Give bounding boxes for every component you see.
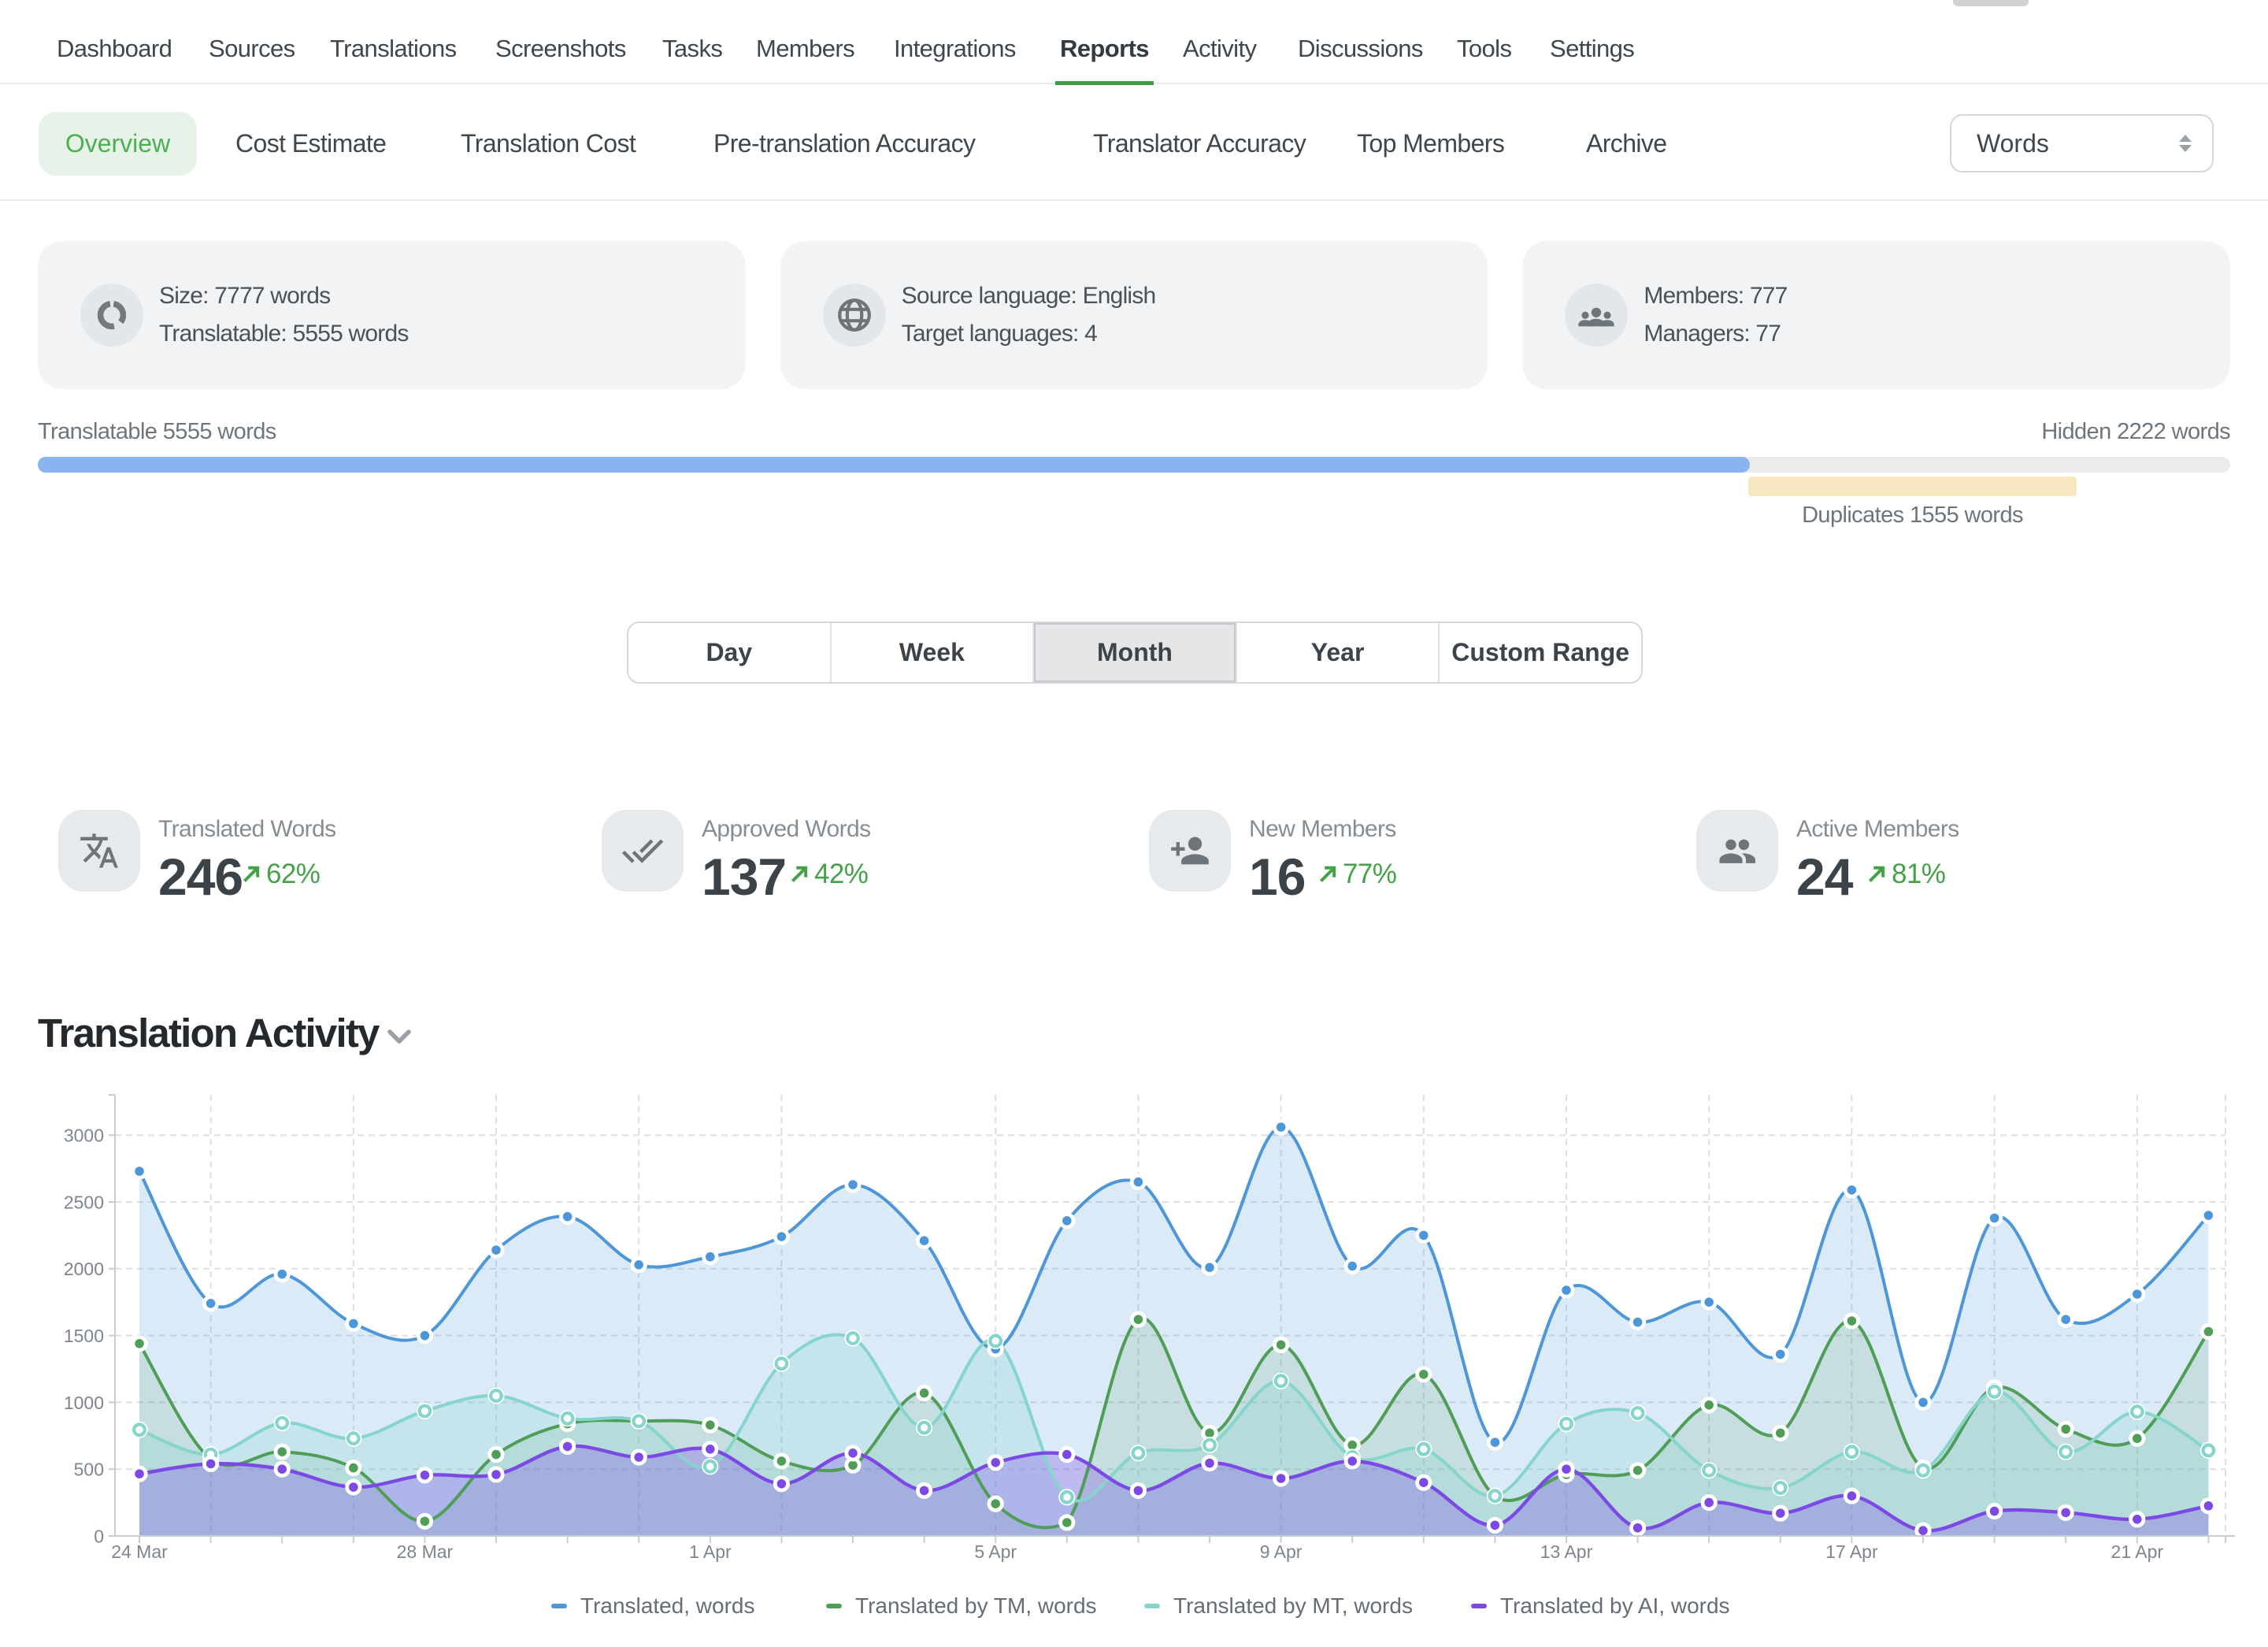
svg-text:24 Mar: 24 Mar bbox=[111, 1541, 168, 1562]
svg-text:500: 500 bbox=[74, 1460, 104, 1480]
svg-text:28 Mar: 28 Mar bbox=[397, 1541, 454, 1562]
svg-text:2000: 2000 bbox=[64, 1259, 104, 1279]
svg-text:0: 0 bbox=[94, 1526, 104, 1546]
svg-text:1 Apr: 1 Apr bbox=[689, 1541, 732, 1562]
svg-text:9 Apr: 9 Apr bbox=[1260, 1541, 1303, 1562]
svg-text:3000: 3000 bbox=[64, 1126, 104, 1146]
svg-text:1500: 1500 bbox=[64, 1326, 104, 1346]
svg-text:13 Apr: 13 Apr bbox=[1540, 1541, 1593, 1562]
svg-text:21 Apr: 21 Apr bbox=[2111, 1541, 2164, 1562]
svg-text:17 Apr: 17 Apr bbox=[1825, 1541, 1878, 1562]
svg-text:2500: 2500 bbox=[64, 1192, 104, 1212]
svg-text:1000: 1000 bbox=[64, 1393, 104, 1413]
svg-text:5 Apr: 5 Apr bbox=[974, 1541, 1017, 1562]
